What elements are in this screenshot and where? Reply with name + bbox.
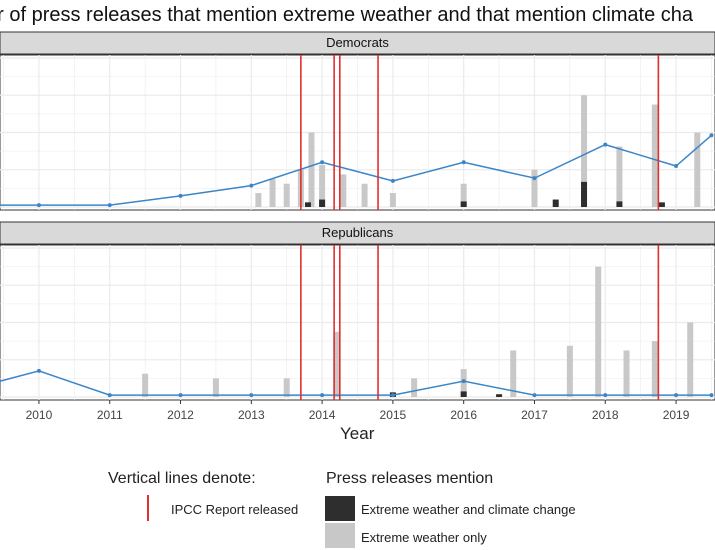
bar-extreme-only [460,183,467,207]
series-point [532,393,537,398]
series-point [709,393,714,398]
series-point [603,142,608,147]
bar-extreme-only [616,146,623,207]
series-point [249,183,254,188]
x-tick-label: 2017 [521,408,548,420]
series-line [0,370,712,396]
series-point [674,164,679,169]
facet-strip [0,221,715,245]
series-point [709,133,714,138]
bar-extreme-only [411,378,418,397]
bar-extreme-only [283,378,290,397]
x-tick-label: 2016 [450,408,477,420]
bar-extreme-only [340,174,347,207]
bar-extreme-and-climate [552,199,559,207]
series-point [461,379,466,384]
series-point [178,193,183,198]
series-point [107,203,112,208]
legend-swatch-both [325,496,355,521]
bar-extreme-only [308,132,315,207]
bar-extreme-only [581,95,588,207]
bar-extreme-and-climate [658,202,665,207]
bar-extreme-only [531,169,538,207]
facet-strip [0,31,715,55]
bar-extreme-only [651,341,658,397]
x-tick-label: 2018 [592,408,619,420]
legend-lines-title: Vertical lines denote: [108,470,256,487]
bar-extreme-only [595,266,602,397]
bar-extreme-only [142,373,149,397]
series-point [674,393,679,398]
bar-extreme-only [566,345,573,397]
legend-ipcc-line-swatch [147,495,149,521]
x-axis-label: Year [340,424,375,443]
facet-strip-label: Democrats [326,35,389,50]
series-line [0,134,712,206]
series-point [320,160,325,165]
x-tick-label: 2019 [663,408,690,420]
x-tick-label: 2013 [238,408,265,420]
bar-extreme-only [510,350,517,397]
bar-extreme-and-climate [460,391,467,397]
bar-extreme-and-climate [304,202,311,207]
series-point [249,393,254,398]
legend-ipcc-label: IPCC Report released [171,502,299,517]
series-point [390,178,395,183]
bar-extreme-only [255,193,262,207]
bar-extreme-only [651,104,658,207]
series-point [461,160,466,165]
series-point [36,203,41,208]
series-point [36,368,41,373]
legend-label-only: Extreme weather only [361,530,487,545]
legend-swatch-only [325,523,355,548]
bar-extreme-and-climate [581,181,588,207]
bar-extreme-and-climate [319,199,326,207]
x-tick-label: 2014 [309,408,336,420]
legend-label-both: Extreme weather and climate change [361,502,576,517]
chart-title: er of press releases that mention extrem… [0,4,694,26]
series-point [390,393,395,398]
x-tick-label: 2011 [97,408,123,420]
facet-strip-label: Republicans [322,225,394,240]
bar-extreme-and-climate [460,201,467,207]
legend-fill-title: Press releases mention [326,470,494,487]
bar-extreme-only [283,183,290,207]
chart-canvas: Democrats Republicans 2010 2011 2012 2013 2014… [0,31,715,420]
bar-extreme-only [319,165,326,207]
bar-extreme-and-climate [616,201,623,207]
bar-extreme-only [212,378,219,397]
series-point [532,176,537,181]
bar-extreme-only [361,183,368,207]
bar-extreme-only [687,322,694,397]
bar-extreme-only [333,331,340,397]
series-point [178,393,183,398]
bar-extreme-only [389,193,396,207]
bar-extreme-only [694,132,701,207]
series-point [320,393,325,398]
bar-extreme-only [623,350,630,397]
bar-extreme-only [269,179,276,207]
x-tick-label: 2012 [167,408,194,420]
x-tick-label: 2010 [26,408,53,420]
series-point [603,393,608,398]
series-point [107,393,112,398]
bar-extreme-and-climate [496,394,503,397]
x-tick-label: 2015 [380,408,407,420]
